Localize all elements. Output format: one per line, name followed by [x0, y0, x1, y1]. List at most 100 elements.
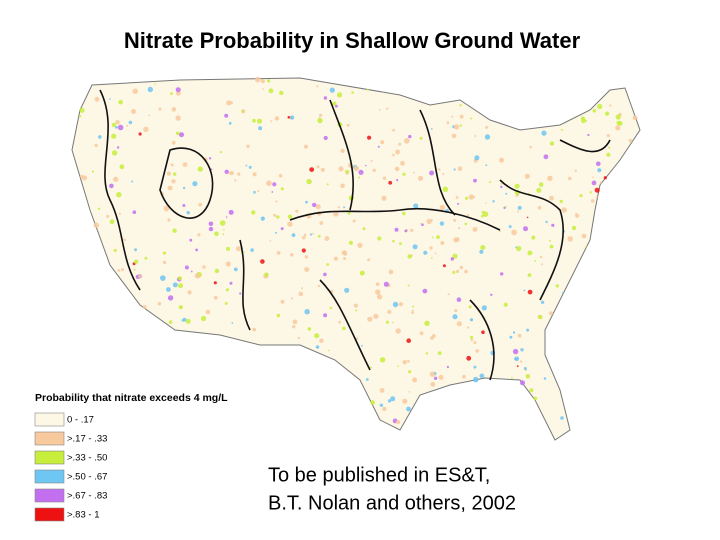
speckle — [323, 96, 328, 100]
speckle — [548, 239, 551, 242]
speckle — [355, 309, 358, 312]
speckle — [334, 104, 338, 108]
speckle — [280, 187, 284, 191]
speckle — [466, 355, 472, 361]
speckle — [549, 141, 555, 146]
speckle — [194, 273, 201, 279]
speckle — [568, 176, 572, 181]
speckle — [323, 272, 327, 277]
speckle — [606, 134, 610, 138]
speckle — [382, 406, 387, 412]
speckle — [482, 211, 489, 217]
speckle — [292, 319, 298, 325]
speckle — [452, 253, 458, 259]
speckle — [370, 400, 376, 405]
speckle — [178, 305, 183, 310]
speckle — [424, 320, 430, 326]
speckle — [275, 200, 278, 203]
speckle — [287, 116, 291, 119]
speckle — [329, 306, 333, 310]
speckle — [98, 135, 102, 139]
speckle — [591, 180, 597, 186]
speckle — [176, 90, 181, 96]
speckle — [79, 107, 85, 113]
speckle — [118, 212, 121, 215]
speckle — [239, 292, 242, 295]
speckle — [451, 115, 454, 118]
speckle — [144, 256, 148, 260]
speckle — [358, 169, 364, 175]
speckle — [469, 318, 474, 322]
speckle — [367, 316, 373, 322]
speckle — [395, 149, 400, 155]
us-map — [71, 76, 641, 441]
speckle — [420, 222, 422, 225]
basin-line — [99, 89, 141, 291]
speckle — [213, 295, 218, 300]
legend-label: >.50 - .67 — [67, 472, 107, 483]
speckle — [266, 180, 272, 186]
legend-label: >.83 - 1 — [67, 510, 99, 521]
speckle — [523, 226, 528, 232]
speckle — [466, 214, 470, 217]
speckle — [453, 168, 456, 171]
speckle — [479, 249, 484, 254]
speckle — [298, 291, 304, 297]
speckle — [559, 199, 563, 204]
speckle — [579, 194, 583, 198]
speckle — [219, 151, 222, 154]
speckle — [228, 121, 232, 125]
speckle — [304, 255, 309, 259]
speckle — [278, 173, 283, 178]
speckle — [126, 124, 129, 127]
speckle — [352, 219, 356, 223]
speckle — [589, 191, 592, 194]
legend-label: >.67 - .83 — [67, 491, 107, 502]
speckle — [301, 287, 303, 290]
speckle — [353, 165, 360, 172]
speckle — [457, 166, 463, 171]
speckle — [412, 377, 418, 383]
speckle — [177, 276, 182, 281]
legend-label: >.33 - .50 — [67, 453, 107, 464]
speckle — [312, 202, 317, 208]
speckle — [143, 126, 149, 132]
speckle — [94, 96, 100, 102]
speckle — [419, 331, 424, 336]
speckle — [581, 233, 587, 239]
speckle — [479, 373, 485, 379]
speckle — [406, 406, 411, 412]
speckle — [373, 313, 379, 319]
speckle — [280, 299, 285, 304]
speckle — [269, 240, 272, 242]
speckle — [458, 227, 461, 230]
speckle — [379, 388, 385, 393]
speckle — [353, 303, 358, 308]
legend-label: 0 - .17 — [67, 415, 94, 426]
speckle — [222, 233, 225, 236]
speckle — [615, 125, 621, 131]
legend-swatch — [34, 488, 65, 503]
speckle — [422, 288, 428, 294]
speckle — [175, 115, 181, 121]
speckle — [402, 211, 406, 216]
speckle — [179, 132, 184, 138]
speckle — [257, 190, 260, 193]
speckle — [208, 157, 212, 160]
speckle — [260, 259, 265, 264]
speckle — [402, 172, 406, 176]
speckle — [224, 113, 229, 118]
speckle — [396, 420, 401, 425]
basin-line — [289, 207, 501, 231]
speckle — [372, 168, 376, 172]
speckle — [526, 216, 529, 219]
speckle — [142, 305, 147, 309]
speckle — [490, 293, 493, 296]
speckle — [351, 91, 354, 94]
speckle — [517, 205, 522, 210]
speckle — [453, 218, 457, 222]
speckle — [628, 138, 633, 143]
speckle — [312, 232, 314, 235]
speckle — [297, 336, 300, 340]
